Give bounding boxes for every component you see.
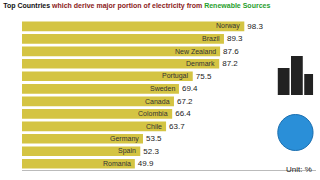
svg-text:87.6: 87.6 [223, 47, 239, 56]
svg-text:Denmark: Denmark [186, 60, 215, 67]
svg-text:Brazil: Brazil [202, 35, 220, 42]
svg-text:Germany: Germany [110, 135, 139, 143]
svg-text:Portugal: Portugal [162, 72, 189, 80]
svg-text:75.5: 75.5 [196, 72, 212, 81]
svg-text:69.4: 69.4 [182, 84, 198, 93]
svg-text:Unit: %: Unit: % [286, 165, 312, 174]
svg-text:89.3: 89.3 [227, 34, 243, 43]
svg-text:Sweden: Sweden [150, 85, 175, 92]
svg-text:Norway: Norway [216, 22, 240, 30]
svg-text:Romania: Romania [103, 160, 131, 167]
svg-text:52.3: 52.3 [143, 147, 159, 156]
svg-text:67.2: 67.2 [177, 97, 193, 106]
svg-text:Colombia: Colombia [138, 110, 168, 117]
svg-text:Chile: Chile [146, 123, 162, 130]
svg-text:Spain: Spain [118, 147, 136, 155]
svg-text:Top Countries which derive maj: Top Countries which derive major portion… [3, 2, 270, 10]
svg-text:Canada: Canada [145, 98, 170, 105]
svg-text:49.9: 49.9 [138, 159, 154, 168]
svg-text:63.7: 63.7 [169, 122, 185, 131]
svg-text:53.5: 53.5 [146, 134, 162, 143]
svg-text:87.2: 87.2 [222, 59, 238, 68]
svg-text:New Zealand: New Zealand [175, 48, 216, 55]
svg-text:98.3: 98.3 [247, 22, 263, 31]
svg-text:66.4: 66.4 [175, 109, 191, 118]
